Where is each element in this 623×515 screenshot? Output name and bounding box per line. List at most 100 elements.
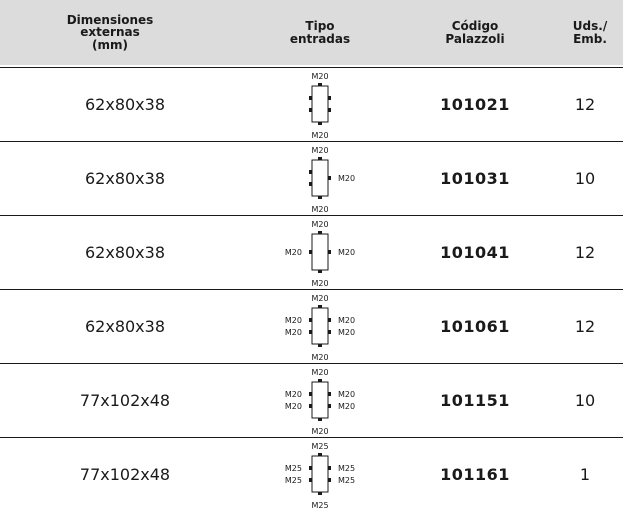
entry-stub-left [309, 108, 312, 112]
code-cell: 101041 [440, 243, 510, 262]
entry-label-top: M20 [311, 294, 328, 303]
dimensions-cell: 62x80x38 [84, 243, 165, 262]
entry-label-bottom: M20 [311, 353, 328, 362]
enclosure-box [311, 307, 329, 345]
entry-label-right: M25 [338, 476, 355, 485]
units-cell: 10 [574, 169, 596, 188]
entry-stub-left [309, 392, 312, 396]
entry-stub-right [328, 108, 331, 112]
entry-stub-right [328, 318, 331, 322]
entry-label-right: M20 [338, 328, 355, 337]
entry-label-top: M20 [311, 220, 328, 229]
entry-stub-left [309, 318, 312, 322]
entry-label-left: M25 [285, 476, 302, 485]
entry-stub-bottom [318, 344, 322, 347]
entry-stub-top [318, 453, 322, 456]
entry-diagram: M20 M20 M20 M20 [285, 220, 355, 288]
header-units: Uds./ Emb. [572, 19, 608, 46]
entry-diagram-cell: M20 M20 M20 M20 M20 M20 [250, 364, 390, 437]
entry-stub-top [318, 379, 322, 382]
entry-stub-top [318, 157, 322, 160]
enclosure-box [311, 381, 329, 419]
entry-stub-top [318, 83, 322, 86]
entry-stub-bottom [318, 418, 322, 421]
entry-stub-left [309, 330, 312, 334]
code-cell: 101151 [440, 391, 510, 410]
units-cell: 12 [574, 243, 596, 262]
enclosure-box [311, 85, 329, 123]
units-cell: 1 [579, 465, 591, 484]
entry-stub-left [309, 250, 312, 254]
entry-stub-left [309, 404, 312, 408]
entry-stub-right [328, 466, 331, 470]
entry-label-right: M20 [338, 390, 355, 399]
entry-diagram-cell: M20 M20 M20 [250, 142, 390, 215]
enclosure-box [311, 159, 329, 197]
table-row: 62x80x38 M20 M20 M20 101031 10 [0, 141, 623, 215]
entry-stub-left [309, 466, 312, 470]
entry-stub-top [318, 231, 322, 234]
entry-stub-bottom [318, 196, 322, 199]
entry-stub-right [328, 96, 331, 100]
entry-stub-left [309, 170, 312, 174]
entry-diagram-cell: M20 M20 M20 M20 [250, 216, 390, 289]
entry-diagram-cell: M25 M25 M25 M25 M25 M25 [250, 438, 390, 511]
units-cell: 12 [574, 95, 596, 114]
entry-label-left: M20 [285, 402, 302, 411]
entry-label-bottom: M20 [311, 279, 328, 288]
entry-label-bottom: M20 [311, 131, 328, 140]
entry-stub-top [318, 305, 322, 308]
entry-diagram-cell: M20 M20 [250, 68, 390, 141]
entry-label-right: M20 [338, 174, 355, 183]
entry-label-right: M20 [338, 248, 355, 257]
header-code: Código Palazzoli [445, 19, 505, 46]
entry-diagram: M20 M20 [309, 72, 331, 140]
code-cell: 101161 [440, 465, 510, 484]
entry-stub-right [328, 330, 331, 334]
entry-label-bottom: M20 [311, 205, 328, 214]
entry-stub-right [328, 478, 331, 482]
entry-label-top: M25 [311, 442, 328, 451]
entry-label-left: M20 [285, 328, 302, 337]
dimensions-cell: 62x80x38 [84, 95, 165, 114]
entry-label-right: M25 [338, 464, 355, 473]
table-row: 77x102x48 M20 M20 M20 M20 M20 M20 101151 10 [0, 363, 623, 437]
dimensions-cell: 77x102x48 [79, 465, 171, 484]
header-entry-type: Tipo entradas [289, 19, 351, 46]
entry-stub-right [328, 392, 331, 396]
entry-label-top: M20 [311, 368, 328, 377]
dimensions-cell: 62x80x38 [84, 317, 165, 336]
table-row: 77x102x48 M25 M25 M25 M25 M25 M25 101161 1 [0, 437, 623, 511]
entry-diagram: M20 M20 M20 M20 M20 M20 [285, 294, 355, 362]
table-row: 62x80x38 M20 M20 101021 12 [0, 67, 623, 141]
entry-label-bottom: M25 [311, 501, 328, 510]
code-cell: 101031 [440, 169, 510, 188]
dimensions-cell: 62x80x38 [84, 169, 165, 188]
entry-label-right: M20 [338, 402, 355, 411]
entry-stub-left [309, 96, 312, 100]
entry-stub-right [328, 176, 331, 180]
entry-stub-left [309, 478, 312, 482]
enclosure-box [311, 455, 329, 493]
table-row: 62x80x38 M20 M20 M20 M20 101041 12 [0, 215, 623, 289]
units-cell: 10 [574, 391, 596, 410]
entry-label-left: M20 [285, 316, 302, 325]
entry-label-left: M20 [285, 390, 302, 399]
units-cell: 12 [574, 317, 596, 336]
entry-stub-bottom [318, 122, 322, 125]
table-header: Dimensiones externas (mm) Tipo entradas … [0, 0, 623, 65]
entry-label-top: M20 [311, 72, 328, 81]
entry-label-bottom: M20 [311, 427, 328, 436]
header-dimensions: Dimensiones externas (mm) [66, 12, 154, 52]
entry-stub-right [328, 404, 331, 408]
entry-label-right: M20 [338, 316, 355, 325]
table-row: 62x80x38 M20 M20 M20 M20 M20 M20 101061 12 [0, 289, 623, 363]
entry-stub-bottom [318, 492, 322, 495]
entry-stub-left [309, 182, 312, 186]
entry-stub-right [328, 250, 331, 254]
entry-label-top: M20 [311, 146, 328, 155]
code-cell: 101061 [440, 317, 510, 336]
entry-stub-bottom [318, 270, 322, 273]
code-cell: 101021 [440, 95, 510, 114]
dimensions-cell: 77x102x48 [79, 391, 171, 410]
